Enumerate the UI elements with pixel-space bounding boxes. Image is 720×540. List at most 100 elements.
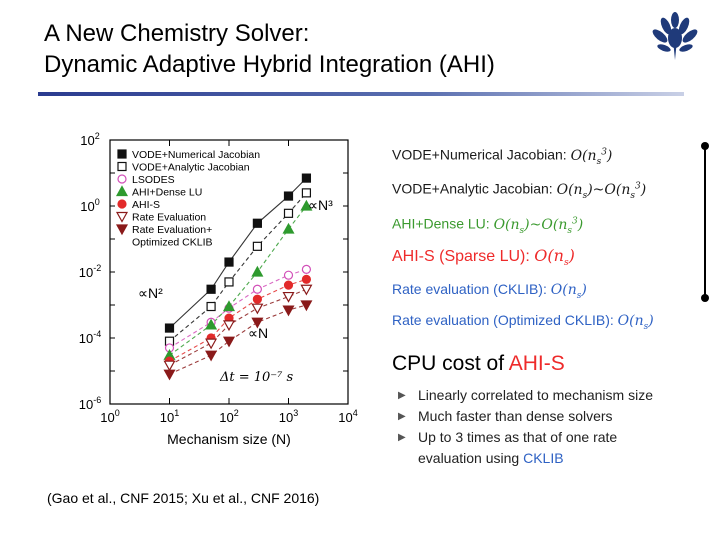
- legend-marker: [115, 185, 129, 197]
- y-tick-label: 10-6: [79, 395, 101, 412]
- data-point: [252, 294, 262, 304]
- data-point: [282, 305, 295, 317]
- chart-axes: 100 101 102 103 104 102 100 10-2 10-4 10-6 Mechani…: [79, 131, 358, 447]
- y-tick-label: 10-4: [79, 329, 101, 346]
- legend-label: Rate Evaluation+: [132, 224, 212, 236]
- data-point: [300, 300, 313, 312]
- data-point: [301, 264, 312, 274]
- legend-label: AHI-S: [132, 199, 160, 211]
- data-point: [283, 208, 294, 218]
- complexity-label: AHI+Dense LU:: [392, 215, 494, 232]
- y-tick-label: 100: [80, 197, 99, 214]
- data-point: [205, 318, 218, 330]
- bullet-item: ▶ Up to 3 times as that of one rate: [396, 427, 653, 448]
- complexity-order: O(ns): [534, 246, 575, 269]
- legend-label: LSODES: [132, 174, 175, 186]
- complexity-label: Rate evaluation (Optimized CKLIB):: [392, 312, 618, 329]
- series-line: [169, 288, 307, 366]
- data-point: [252, 218, 262, 228]
- title-line-2: Dynamic Adaptive Hybrid Integration (AHI…: [44, 51, 495, 78]
- complexity-legend-row: VODE+Analytic Jacobian: O(ns)~O(ns3): [392, 174, 654, 208]
- complexity-order: O(ns)~O(ns3): [493, 215, 584, 236]
- data-point: [251, 265, 264, 277]
- data-point: [301, 188, 312, 198]
- chart-points: [163, 173, 313, 381]
- series-line: [169, 278, 307, 362]
- cpu-title-accent: AHI-S: [508, 352, 565, 375]
- data-point: [222, 336, 236, 348]
- bullet-item: ▶ Linearly correlated to mechanism size: [396, 385, 653, 406]
- data-point: [163, 369, 176, 381]
- data-point: [222, 320, 236, 332]
- slide-title: A New Chemistry Solver: Dynamic Adaptive…: [44, 18, 495, 80]
- cpu-cost-heading: CPU cost of AHI-S: [392, 352, 565, 376]
- data-point: [224, 277, 234, 287]
- data-point: [163, 360, 176, 372]
- complexity-legend-row: AHI+Dense LU: O(ns)~O(ns3): [392, 209, 654, 243]
- series-line: [169, 304, 307, 375]
- data-point: [283, 191, 294, 201]
- bracket-divider: [701, 142, 709, 302]
- complexity-legend-row: Rate evaluation (CKLIB): O(ns): [392, 277, 654, 309]
- bullet-arrow-icon: ▶: [398, 432, 406, 443]
- x-tick-label: 104: [338, 408, 357, 425]
- bullet-arrow-icon: ▶: [398, 411, 406, 422]
- data-point: [251, 317, 264, 329]
- data-point: [206, 301, 216, 312]
- legend-label: VODE+Numerical Jacobian: [132, 149, 260, 161]
- bullet-text: Linearly correlated to mechanism size: [418, 387, 653, 403]
- bullet-text: Up to 3 times as that of one rate: [418, 429, 618, 445]
- bullet-text: Much faster than dense solvers: [418, 408, 613, 424]
- cpu-bullets: ▶ Linearly correlated to mechanism size ▶…: [396, 385, 653, 469]
- complexity-order: O(ns)~O(ns3): [556, 181, 647, 201]
- x-tick-label: 102: [219, 408, 238, 425]
- complexity-order: O(ns): [550, 281, 587, 301]
- complexity-legend-row: Rate evaluation (Optimized CKLIB): O(ns): [392, 308, 654, 340]
- data-point: [301, 173, 312, 183]
- title-line-1: A New Chemistry Solver:: [44, 20, 310, 47]
- citation: (Gao et al., CNF 2015; Xu et al., CNF 20…: [47, 490, 320, 506]
- data-point: [205, 350, 218, 362]
- data-point: [252, 284, 262, 294]
- bullet-item: ▶ Much faster than dense solvers: [396, 406, 653, 427]
- complexity-legend-row: AHI-S (Sparse LU): O(ns): [392, 243, 654, 276]
- complexity-legend: VODE+Numerical Jacobian: O(ns3) VODE+Anal…: [392, 140, 654, 340]
- x-axis-label: Mechanism size (N): [167, 431, 291, 447]
- legend-label: VODE+Analytic Jacobian: [132, 162, 250, 174]
- y-tick-label: 102: [80, 131, 99, 148]
- legend-marker: [117, 199, 127, 209]
- legend-marker: [117, 149, 127, 159]
- legend-label: Rate Evaluation: [132, 212, 206, 224]
- x-tick-label: 100: [100, 408, 119, 425]
- series-line: [169, 192, 307, 342]
- chart-annotations: ∝N³ ∝N² ∝N Δt = 10⁻⁷ s: [138, 197, 333, 385]
- data-point: [224, 257, 234, 267]
- title-underline: [38, 92, 684, 96]
- chart-annotation: ∝N³: [308, 197, 333, 213]
- legend-marker: [117, 161, 127, 172]
- complexity-order: O(ns3): [570, 147, 613, 167]
- series-line: [169, 205, 307, 356]
- data-point: [301, 274, 312, 284]
- complexity-label: AHI-S (Sparse LU):: [392, 248, 535, 266]
- complexity-label: VODE+Numerical Jacobian:: [392, 146, 571, 163]
- data-point: [283, 270, 294, 280]
- chart-annotation: ∝N²: [138, 285, 163, 301]
- complexity-legend-row: VODE+Numerical Jacobian: O(ns3): [392, 140, 654, 174]
- data-point: [282, 291, 295, 303]
- data-point: [164, 323, 175, 333]
- oak-leaf-crest-icon: [652, 12, 698, 60]
- data-point: [205, 338, 218, 350]
- legend-marker: [115, 211, 129, 223]
- bullet-arrow-icon: ▶: [398, 390, 406, 401]
- chart-annotation: ∝N: [248, 325, 268, 341]
- bullet-continuation: evaluation using CKLIB: [396, 448, 653, 469]
- legend-marker: [117, 174, 127, 184]
- cpu-title-prefix: CPU cost of: [392, 352, 509, 375]
- data-point: [251, 303, 264, 315]
- data-point: [282, 222, 295, 234]
- data-point: [206, 284, 216, 294]
- cpu-cost-chart: 100 101 102 103 104 102 100 10-2 10-4 10-6 Mechani…: [79, 131, 358, 447]
- bullet-cont-text: evaluation using: [418, 450, 524, 466]
- legend-label: AHI+Dense LU: [132, 187, 202, 199]
